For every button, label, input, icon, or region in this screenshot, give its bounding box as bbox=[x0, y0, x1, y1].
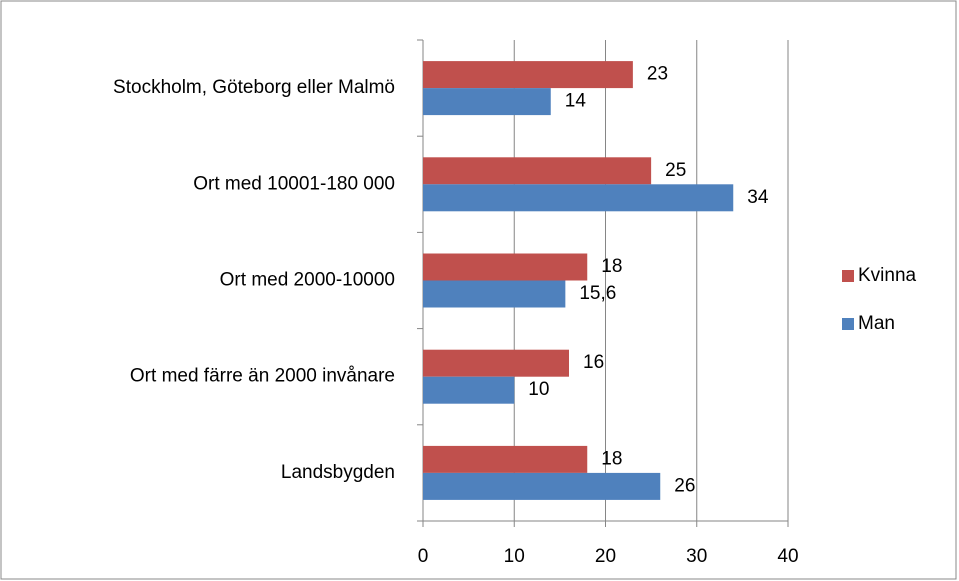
bar bbox=[423, 280, 566, 308]
bar bbox=[423, 61, 633, 89]
bar bbox=[423, 184, 734, 212]
y-tick-label: Ort med 2000-10000 bbox=[220, 270, 395, 291]
data-label: 25 bbox=[665, 160, 686, 181]
bar bbox=[423, 88, 551, 116]
bar bbox=[423, 472, 661, 500]
bar bbox=[423, 253, 588, 281]
data-label: 23 bbox=[647, 64, 668, 85]
legend-label: Man bbox=[858, 313, 895, 334]
legend-swatch bbox=[842, 270, 854, 282]
legend-label: Kvinna bbox=[858, 265, 917, 286]
data-label: 18 bbox=[601, 448, 622, 469]
bar bbox=[423, 157, 652, 185]
bar bbox=[423, 376, 515, 404]
data-label: 16 bbox=[583, 352, 604, 373]
data-label: 10 bbox=[528, 379, 549, 400]
y-tick-label: Stockholm, Göteborg eller Malmö bbox=[113, 77, 395, 98]
x-tick-label: 30 bbox=[686, 546, 707, 567]
data-label: 26 bbox=[674, 475, 695, 496]
x-tick-label: 0 bbox=[418, 546, 429, 567]
data-label: 14 bbox=[565, 91, 587, 112]
x-tick-label: 10 bbox=[504, 546, 525, 567]
y-tick-label: Ort med 10001-180 000 bbox=[193, 173, 395, 194]
legend-swatch bbox=[842, 318, 854, 330]
data-label: 18 bbox=[601, 256, 622, 277]
y-tick-label: Ort med färre än 2000 invånare bbox=[130, 366, 395, 387]
bar bbox=[423, 445, 588, 473]
bar bbox=[423, 349, 569, 377]
x-tick-label: 40 bbox=[777, 546, 798, 567]
y-tick-label: Landsbygden bbox=[281, 462, 395, 483]
data-label: 34 bbox=[747, 187, 769, 208]
data-label: 15,6 bbox=[579, 283, 616, 304]
x-tick-label: 20 bbox=[595, 546, 616, 567]
